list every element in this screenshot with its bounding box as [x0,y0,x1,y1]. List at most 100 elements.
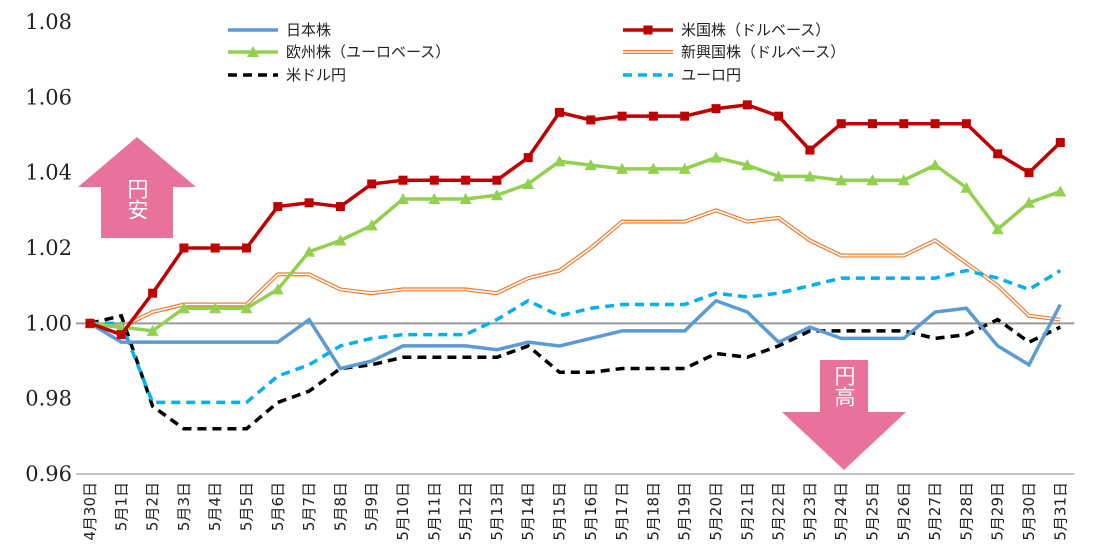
x-tick-label: 5月23日 [801,482,819,541]
data-point [523,153,533,163]
data-point [742,100,752,110]
data-point [304,198,314,208]
data-point [303,245,316,257]
x-tick-label: 5月21日 [738,482,756,541]
x-tick-label: 5月2日 [144,482,162,531]
data-point [365,219,378,231]
legend-label: 米ドル円 [286,66,346,84]
data-point [85,318,95,328]
data-point [1054,185,1067,197]
data-point [710,151,722,163]
chart-axes [76,322,1075,475]
x-tick-label: 5月8日 [331,482,349,531]
yen-weak-label: 円安 [125,178,149,220]
yen-weak-arrow [78,137,196,238]
data-point [617,111,627,121]
series-line [90,268,1062,405]
series-5 [89,313,1062,431]
data-point [459,193,472,205]
x-tick-label: 5月12日 [457,482,475,541]
data-point [240,302,253,314]
data-point [1024,168,1034,178]
x-tick-label: 5月11日 [425,482,443,541]
series-line-inner [89,209,1061,328]
series-layer [84,100,1067,431]
data-point [242,243,251,253]
data-point [429,175,439,185]
legend-label: 米国株（ドルベース） [681,21,830,39]
x-tick-label: 5月5日 [238,482,256,531]
x-tick-label: 5月30日 [1020,482,1038,541]
legend-item: ユーロ円 [623,66,741,84]
data-point [866,174,879,186]
series-line [89,313,1062,431]
series-6 [90,268,1062,405]
x-tick-label: 5月24日 [832,482,850,541]
data-point [897,174,910,186]
x-tick-label: 5月29日 [989,482,1007,541]
data-point [490,189,503,201]
yen-strong-label: 円高 [832,365,856,407]
data-point [146,324,159,336]
data-point [680,111,690,121]
data-point [555,107,564,117]
x-tick-label: 5月3日 [175,482,193,531]
legend-item: 新興国株（ドルベース） [623,43,845,61]
x-tick-label: 5月17日 [613,482,631,541]
series-1 [89,298,1062,371]
data-point [1023,196,1035,208]
data-point [772,170,785,182]
data-point [741,159,754,171]
x-tick-label: 5月22日 [770,482,788,541]
x-tick-label: 5月10日 [394,482,412,541]
data-point [209,302,222,314]
data-point [273,202,283,212]
data-point [835,174,848,186]
data-point [648,111,658,121]
data-point [899,119,909,129]
legend-item: 欧州株（ユーロベース） [228,43,450,61]
data-point [1055,138,1065,148]
y-tick-label: 0.98 [25,387,72,411]
legend-label: ユーロ円 [681,66,741,84]
data-point [492,175,502,185]
data-point [335,202,345,212]
data-point [991,223,1004,235]
data-point [930,119,940,129]
series-line [89,298,1062,371]
series-3 [84,151,1067,336]
x-tick-label: 5月20日 [707,482,725,541]
data-point [334,234,347,246]
data-point [210,243,220,253]
series-line [89,103,1062,337]
x-tick-label: 5月16日 [582,482,600,541]
data-point [960,181,973,193]
yen-strong-arrow [782,360,906,470]
data-point [367,179,377,189]
data-point [271,283,284,295]
data-point [179,243,189,253]
data-point [774,111,784,121]
x-tick-label: 4月30日 [81,482,99,541]
y-tick-label: 1.08 [25,10,72,34]
x-tick-label: 5月19日 [676,482,694,541]
data-point [177,302,190,314]
x-tick-label: 5月9日 [363,482,381,531]
data-point [868,119,877,129]
legend-item: 日本株 [228,21,331,39]
data-point [428,193,441,205]
x-tick-label: 5月15日 [551,482,569,541]
data-point [711,104,721,114]
y-tick-label: 1.04 [25,161,72,185]
legend-label: 日本株 [286,21,331,39]
data-point [397,193,409,205]
x-tick-label: 5月1日 [112,482,130,531]
data-point [584,159,597,171]
data-point [929,159,942,171]
legend-label: 欧州株（ユーロベース） [286,43,450,61]
data-point [553,155,566,167]
x-tick-label: 5月18日 [644,482,662,541]
data-point [836,119,846,129]
